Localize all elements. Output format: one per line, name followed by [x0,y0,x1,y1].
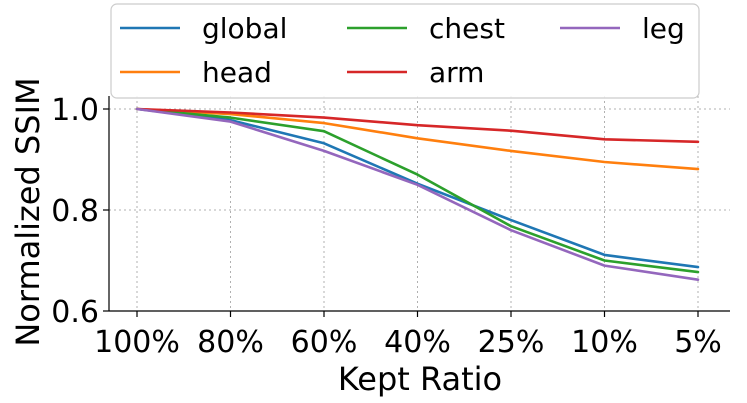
series-line-leg [135,107,700,282]
y-tick-label: 0.6 [51,295,99,330]
legend-label-leg: leg [642,12,685,45]
grid-layer [109,96,730,312]
x-tick-label: 5% [674,325,722,360]
series-line-chest [135,107,700,274]
x-tick-label: 10% [571,325,638,360]
series-layer [135,107,700,282]
legend-frame [110,3,700,99]
legend-label-head: head [202,56,272,89]
y-tick-label: 0.8 [51,194,99,229]
x-tick-label: 25% [478,325,545,360]
legend-label-chest: chest [429,12,505,45]
axes-layer [103,96,730,317]
legend-label-arm: arm [429,56,484,89]
x-axis-label: Kept Ratio [338,360,502,398]
legend: global head chest arm leg [110,3,700,99]
y-tick-labels: 0.6 0.8 1.0 [51,93,99,330]
series-line-arm [135,107,700,144]
x-tick-label: 80% [197,325,264,360]
x-tick-label: 60% [291,325,358,360]
x-tick-label: 40% [384,325,451,360]
y-axis-label: Normalized SSIM [9,77,47,346]
y-tick-label: 1.0 [51,93,99,128]
x-tick-labels: 100% 80% 60% 40% 25% 10% 5% [94,325,722,360]
series-line-head [135,107,700,171]
legend-label-global: global [202,12,287,45]
x-tick-label: 100% [94,325,180,360]
